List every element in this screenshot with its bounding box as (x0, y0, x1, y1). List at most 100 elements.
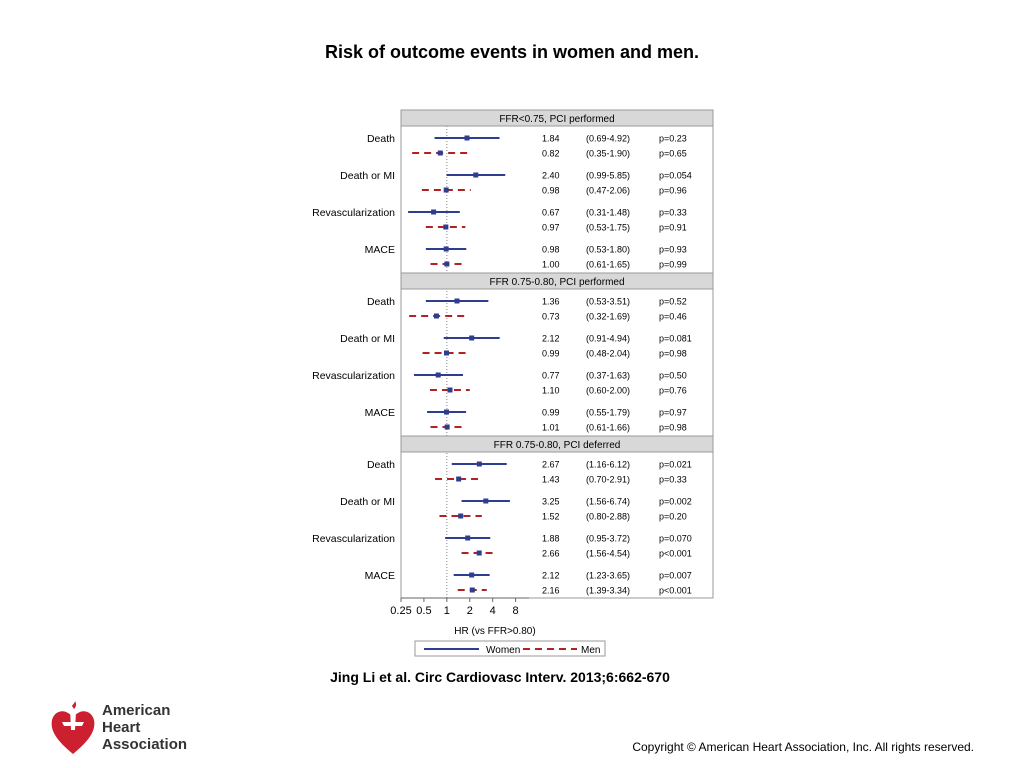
p-value: p=0.20 (659, 512, 687, 522)
hr-value: 0.99 (542, 408, 560, 418)
hr-point-women (469, 572, 475, 578)
hr-value: 0.99 (542, 349, 560, 359)
legend-box (414, 640, 606, 657)
panel-header-bg (400, 109, 714, 127)
citation: Jing Li et al. Circ Cardiovasc Interv. 2… (330, 669, 670, 685)
hr-point-men (444, 350, 450, 356)
hr-value: 0.73 (542, 312, 560, 322)
hr-value: 1.43 (542, 475, 560, 485)
x-tick-label: 2 (467, 605, 473, 617)
p-value: p=0.65 (659, 149, 687, 159)
panel-header: FFR 0.75-0.80, PCI deferred (494, 440, 621, 451)
legend-label-women: Women (486, 645, 520, 656)
hr-value: 0.82 (542, 149, 560, 159)
forest-plot: FFR<0.75, PCI performed Death 1.84 (0.69-4.… (312, 109, 714, 657)
hr-point-men (444, 261, 450, 267)
p-value: p=0.99 (659, 260, 687, 270)
hr-value: 0.98 (542, 245, 560, 255)
x-tick-label: 8 (513, 605, 519, 617)
p-value: p=0.081 (659, 334, 692, 344)
outcome-label: Death or MI (340, 496, 395, 508)
ci-value: (0.69-4.92) (586, 134, 630, 144)
p-value: p=0.054 (659, 171, 692, 181)
hr-point-men (447, 387, 453, 393)
hr-value: 2.66 (542, 549, 560, 559)
aha-logo: American Heart Association (48, 700, 208, 756)
hr-point-men (433, 313, 439, 319)
hr-point-women (444, 409, 450, 415)
ci-value: (0.47-2.06) (586, 186, 630, 196)
outcome-label: Revascularization (312, 533, 395, 545)
outcome-label: MACE (365, 570, 395, 582)
hr-value: 1.10 (542, 386, 560, 396)
outcome-label: Death or MI (340, 333, 395, 345)
p-value: p<0.001 (659, 586, 692, 596)
hr-point-women (464, 135, 470, 141)
x-tick-label: 1 (444, 605, 450, 617)
p-value: p=0.002 (659, 497, 692, 507)
hr-point-women (443, 246, 449, 252)
outcome-label: MACE (365, 244, 395, 256)
ci-value: (1.39-3.34) (586, 586, 630, 596)
hr-value: 3.25 (542, 497, 560, 507)
hr-value: 0.98 (542, 186, 560, 196)
legend-label-men: Men (581, 645, 600, 656)
p-value: p=0.76 (659, 386, 687, 396)
p-value: p=0.007 (659, 571, 692, 581)
p-value: p=0.97 (659, 408, 687, 418)
slide-title: Risk of outcome events in women and men. (324, 42, 700, 62)
outcome-label: Death (367, 296, 395, 308)
ci-value: (1.56-4.54) (586, 549, 630, 559)
hr-value: 1.52 (542, 512, 560, 522)
hr-value: 2.67 (542, 460, 560, 470)
p-value: p=0.52 (659, 297, 687, 307)
ci-value: (1.56-6.74) (586, 497, 630, 507)
hr-value: 1.88 (542, 534, 560, 544)
hr-point-men (456, 476, 462, 482)
p-value: p<0.001 (659, 549, 692, 559)
ci-value: (1.23-3.65) (586, 571, 630, 581)
ci-value: (0.31-1.48) (586, 208, 630, 218)
ci-value: (0.53-1.75) (586, 223, 630, 233)
hr-point-women (469, 335, 475, 341)
ci-value: (0.32-1.69) (586, 312, 630, 322)
hr-value: 1.01 (542, 423, 560, 433)
hr-point-women (483, 498, 489, 504)
hr-value: 2.16 (542, 586, 560, 596)
hr-point-men (443, 224, 449, 230)
ci-value: (0.35-1.90) (586, 149, 630, 159)
ci-value: (0.91-4.94) (586, 334, 630, 344)
ci-value: (0.60-2.00) (586, 386, 630, 396)
p-value: p=0.33 (659, 208, 687, 218)
ci-value: (0.99-5.85) (586, 171, 630, 181)
logo-wordmark: American Heart Association (102, 702, 188, 753)
ci-value: (0.37-1.63) (586, 371, 630, 381)
ci-value: (0.53-3.51) (586, 297, 630, 307)
copyright-notice: Copyright © American Heart Association, … (632, 740, 974, 754)
outcome-label: Death (367, 133, 395, 145)
hr-value: 2.12 (542, 571, 560, 581)
hr-value: 2.12 (542, 334, 560, 344)
outcome-label: Death (367, 459, 395, 471)
ci-value: (0.61-1.65) (586, 260, 630, 270)
p-value: p=0.98 (659, 423, 687, 433)
ci-value: (0.48-2.04) (586, 349, 630, 359)
ci-value: (0.53-1.80) (586, 245, 630, 255)
hr-value: 0.77 (542, 371, 560, 381)
ci-value: (1.16-6.12) (586, 460, 630, 470)
x-tick-label: 0.5 (416, 605, 431, 617)
p-value: p=0.50 (659, 371, 687, 381)
p-value: p=0.23 (659, 134, 687, 144)
hr-value: 1.84 (542, 134, 560, 144)
hr-value: 1.00 (542, 260, 560, 270)
x-axis-label: HR (vs FFR>0.80) (454, 626, 535, 637)
hr-point-women (435, 372, 441, 378)
p-value: p=0.98 (659, 349, 687, 359)
hr-point-women (431, 209, 437, 215)
outcome-label: Revascularization (312, 370, 395, 382)
outcome-label: MACE (365, 407, 395, 419)
hr-point-men (476, 550, 482, 556)
hr-point-men (437, 150, 443, 156)
hr-value: 0.67 (542, 208, 560, 218)
hr-point-men (444, 424, 450, 430)
